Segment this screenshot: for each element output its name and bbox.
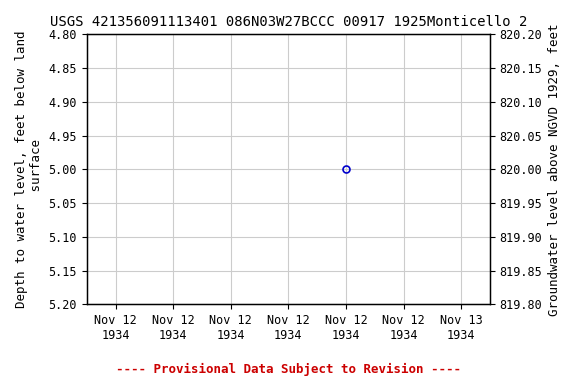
Text: ---- Provisional Data Subject to Revision ----: ---- Provisional Data Subject to Revisio… bbox=[116, 363, 460, 376]
Title: USGS 421356091113401 086N03W27BCCC 00917 1925Monticello 2: USGS 421356091113401 086N03W27BCCC 00917… bbox=[50, 15, 527, 29]
Y-axis label: Depth to water level, feet below land
 surface: Depth to water level, feet below land su… bbox=[15, 31, 43, 308]
Y-axis label: Groundwater level above NGVD 1929, feet: Groundwater level above NGVD 1929, feet bbox=[548, 23, 561, 316]
